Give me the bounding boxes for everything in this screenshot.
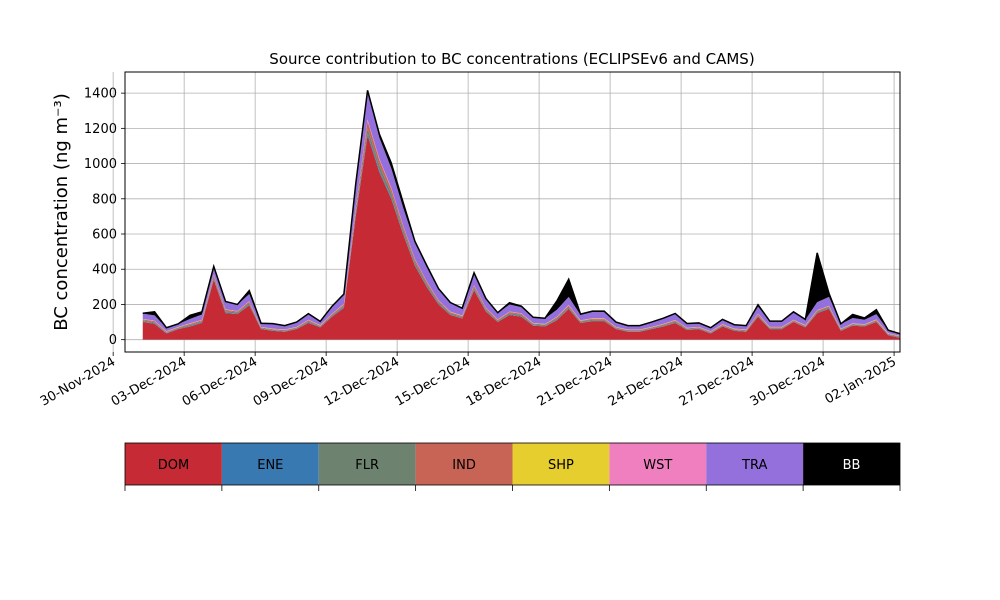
y-tick-label: 0 (109, 333, 117, 348)
y-tick-label: 1200 (84, 122, 117, 137)
legend-label-ind: IND (452, 458, 476, 473)
legend-label-tra: TRA (741, 458, 767, 473)
legend-label-flr: FLR (355, 458, 379, 473)
plot-frame (124, 71, 901, 353)
x-tick-label: 03-Dec-2024 (109, 354, 189, 409)
x-tick-label: 24-Dec-2024 (606, 354, 686, 409)
legend-label-shp: SHP (548, 458, 574, 473)
legend-label-bb: BB (843, 458, 861, 473)
total-outline (142, 90, 901, 335)
x-tick-label: 15-Dec-2024 (393, 354, 473, 409)
y-axis-label: BC concentration (ng m⁻³) (51, 93, 72, 331)
legend-swatch-dom (125, 443, 222, 485)
area-dom (142, 135, 900, 340)
x-tick-label: 12-Dec-2024 (322, 354, 402, 409)
area-tra (142, 92, 900, 336)
x-axis-ticks: 30-Nov-202403-Dec-202406-Dec-202409-Dec-… (38, 352, 899, 410)
y-tick-label: 800 (92, 192, 117, 207)
y-axis-ticks: 0 200 400 600 800 1000 1200 1400 (84, 87, 125, 348)
legend-label-wst: WST (643, 458, 672, 473)
legend-frame (124, 442, 901, 486)
legend-swatch-tra (706, 443, 804, 485)
legend-swatch-ene (221, 443, 319, 485)
y-tick-label: 600 (92, 228, 117, 243)
x-tick-label: 30-Nov-2024 (38, 354, 118, 409)
x-tick-label: 30-Dec-2024 (748, 354, 828, 409)
x-tick-label: 18-Dec-2024 (464, 354, 544, 409)
area-bb (142, 90, 900, 335)
y-tick-label: 1400 (84, 87, 117, 102)
legend-swatch-bb (803, 443, 900, 485)
x-tick-label: 21-Dec-2024 (535, 354, 615, 409)
y-tick-label: 400 (92, 263, 117, 278)
x-tick-label: 02-Jan-2025 (822, 354, 899, 407)
x-tick-label: 06-Dec-2024 (180, 354, 260, 409)
x-tick-label: 27-Dec-2024 (677, 354, 757, 409)
legend-swatch-ind (415, 443, 513, 485)
stacked-areas (142, 90, 901, 340)
legend-swatch-wst (609, 443, 707, 485)
area-wst (142, 119, 900, 337)
legend-swatch-shp (512, 443, 610, 485)
legend-swatch-flr (318, 443, 416, 485)
y-tick-label: 200 (92, 298, 117, 313)
x-tick-label: 09-Dec-2024 (251, 354, 331, 409)
legend-colorbar: DOM ENE FLR IND SHP WST TRA BB (124, 442, 901, 491)
legend-label-dom: DOM (158, 458, 189, 473)
area-shp (142, 120, 900, 337)
legend-label-ene: ENE (257, 458, 283, 473)
chart-title: Source contribution to BC concentrations… (269, 50, 754, 68)
y-tick-label: 1000 (84, 157, 117, 172)
